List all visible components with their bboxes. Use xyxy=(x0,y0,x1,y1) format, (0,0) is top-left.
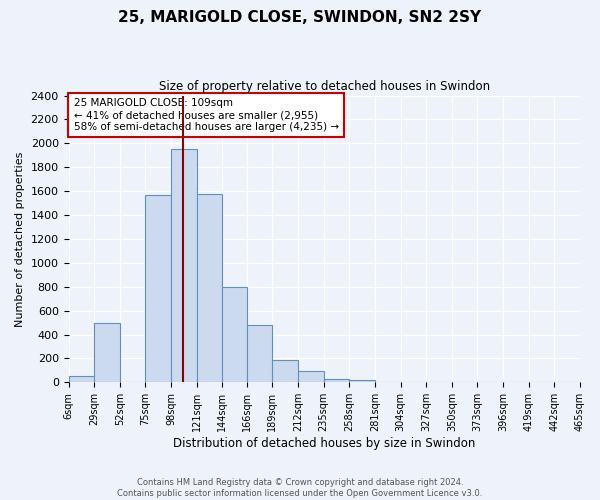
Bar xyxy=(272,360,298,382)
Bar xyxy=(247,325,272,382)
Bar xyxy=(94,322,120,382)
Bar xyxy=(223,286,247,382)
Text: 25 MARIGOLD CLOSE: 109sqm
← 41% of detached houses are smaller (2,955)
58% of se: 25 MARIGOLD CLOSE: 109sqm ← 41% of detac… xyxy=(74,98,339,132)
Bar xyxy=(324,379,349,382)
Bar xyxy=(68,376,94,382)
Bar xyxy=(145,194,171,382)
Bar xyxy=(197,194,223,382)
Y-axis label: Number of detached properties: Number of detached properties xyxy=(15,152,25,326)
Bar xyxy=(349,380,375,382)
Bar xyxy=(298,371,324,382)
Text: 25, MARIGOLD CLOSE, SWINDON, SN2 2SY: 25, MARIGOLD CLOSE, SWINDON, SN2 2SY xyxy=(118,10,482,25)
Bar xyxy=(171,150,197,382)
X-axis label: Distribution of detached houses by size in Swindon: Distribution of detached houses by size … xyxy=(173,437,475,450)
Text: Contains HM Land Registry data © Crown copyright and database right 2024.
Contai: Contains HM Land Registry data © Crown c… xyxy=(118,478,482,498)
Title: Size of property relative to detached houses in Swindon: Size of property relative to detached ho… xyxy=(159,80,490,93)
